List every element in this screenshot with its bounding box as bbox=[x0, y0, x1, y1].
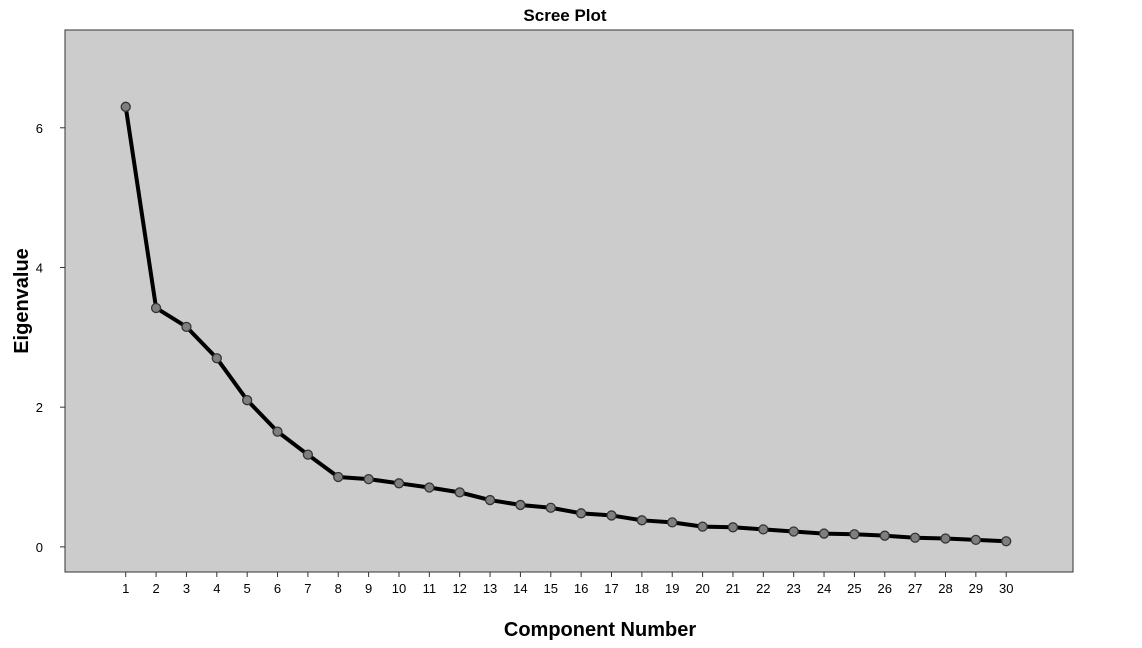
data-point bbox=[120, 101, 131, 112]
data-point bbox=[758, 524, 769, 535]
x-tick-label: 19 bbox=[665, 581, 679, 596]
y-axis-title: Eigenvalue bbox=[11, 248, 33, 354]
x-tick-label: 20 bbox=[695, 581, 709, 596]
x-tick-label: 24 bbox=[817, 581, 831, 596]
x-tick-label: 6 bbox=[274, 581, 281, 596]
data-point bbox=[849, 529, 860, 540]
x-tick-label: 14 bbox=[513, 581, 527, 596]
data-point bbox=[424, 482, 435, 493]
data-point bbox=[697, 521, 708, 532]
x-tick-label: 16 bbox=[574, 581, 588, 596]
data-point bbox=[211, 353, 222, 364]
x-tick-label: 5 bbox=[244, 581, 251, 596]
x-tick-label: 25 bbox=[847, 581, 861, 596]
x-tick-label: 18 bbox=[635, 581, 649, 596]
data-point bbox=[545, 502, 556, 513]
data-point bbox=[181, 321, 192, 332]
data-point bbox=[788, 526, 799, 537]
data-point bbox=[636, 515, 648, 526]
y-tick-label: 4 bbox=[36, 260, 43, 275]
data-point bbox=[909, 532, 921, 543]
x-tick-label: 15 bbox=[544, 581, 558, 596]
x-tick-label: 29 bbox=[969, 581, 983, 596]
y-tick-label: 2 bbox=[36, 400, 43, 415]
data-point bbox=[818, 528, 830, 539]
data-point bbox=[575, 508, 587, 519]
x-tick-label: 1 bbox=[122, 581, 129, 596]
x-tick-label: 10 bbox=[392, 581, 406, 596]
x-tick-label: 2 bbox=[152, 581, 159, 596]
data-point bbox=[940, 533, 951, 544]
data-point bbox=[363, 473, 374, 485]
x-tick-label: 27 bbox=[908, 581, 922, 596]
chart-title: Scree Plot bbox=[523, 6, 606, 25]
x-tick-label: 30 bbox=[999, 581, 1013, 596]
x-tick-label: 8 bbox=[335, 581, 342, 596]
x-tick-label: 11 bbox=[423, 581, 437, 596]
x-tick-label: 21 bbox=[726, 581, 740, 596]
data-point bbox=[272, 426, 283, 437]
data-point bbox=[302, 449, 314, 460]
x-tick-label: 3 bbox=[183, 581, 190, 596]
data-point bbox=[454, 487, 465, 498]
data-point bbox=[393, 478, 405, 489]
data-point bbox=[1001, 536, 1012, 547]
data-point bbox=[606, 510, 617, 521]
y-tick-label: 6 bbox=[36, 121, 43, 136]
x-tick-label: 28 bbox=[938, 581, 952, 596]
data-point bbox=[879, 530, 890, 541]
data-point bbox=[515, 499, 526, 511]
x-tick-label: 4 bbox=[213, 581, 220, 596]
data-point bbox=[242, 395, 253, 406]
x-tick-label: 9 bbox=[365, 581, 372, 596]
data-point bbox=[727, 522, 739, 533]
data-point bbox=[667, 517, 678, 528]
x-tick-label: 12 bbox=[452, 581, 466, 596]
plot-area bbox=[64, 29, 1074, 573]
y-axis-ticks: 0 2 4 6 bbox=[36, 121, 65, 555]
y-tick-label: 0 bbox=[36, 540, 43, 555]
x-tick-label: 7 bbox=[304, 581, 311, 596]
x-axis-ticks: 1 2 3 4 5 6 7 8 9 10 11 12 13 14 15 16 17 18 19 20 21 22 23 24 2… bbox=[122, 572, 1013, 596]
x-tick-label: 17 bbox=[604, 581, 618, 596]
series-layer bbox=[120, 101, 1012, 547]
x-tick-label: 22 bbox=[756, 581, 770, 596]
data-point bbox=[970, 534, 981, 546]
data-point bbox=[484, 494, 496, 506]
x-tick-label: 23 bbox=[786, 581, 800, 596]
x-tick-label: 26 bbox=[878, 581, 892, 596]
x-tick-label: 13 bbox=[483, 581, 497, 596]
data-point bbox=[150, 302, 162, 314]
data-point bbox=[333, 471, 344, 483]
x-axis-title: Component Number bbox=[504, 619, 696, 641]
